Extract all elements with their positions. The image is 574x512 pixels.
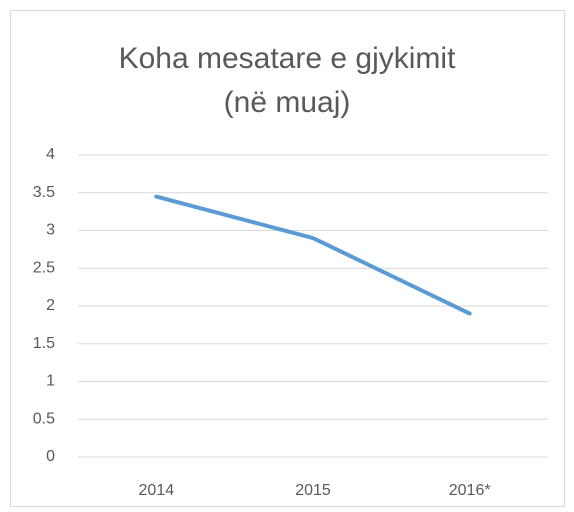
y-tick-label: 4 (46, 146, 55, 163)
x-tick-label: 2015 (295, 482, 331, 499)
chart-title: Koha mesatare e gjykimit (119, 42, 456, 75)
line-series (154, 194, 472, 316)
y-tick-label: 2.5 (33, 259, 55, 276)
y-tick-label: 3 (46, 222, 55, 239)
chart-border (10, 10, 565, 507)
x-tick-label: 2014 (139, 482, 175, 499)
y-tick-label: 2 (46, 297, 55, 314)
y-tick-label: 1 (46, 373, 55, 390)
y-tick-label: 0 (46, 448, 55, 465)
x-tick-label: 2016* (449, 482, 491, 499)
y-tick-label: 1.5 (33, 335, 55, 352)
chart-title: (në muaj) (224, 86, 351, 119)
y-tick-label: 0.5 (33, 410, 55, 427)
y-tick-label: 3.5 (33, 184, 55, 201)
